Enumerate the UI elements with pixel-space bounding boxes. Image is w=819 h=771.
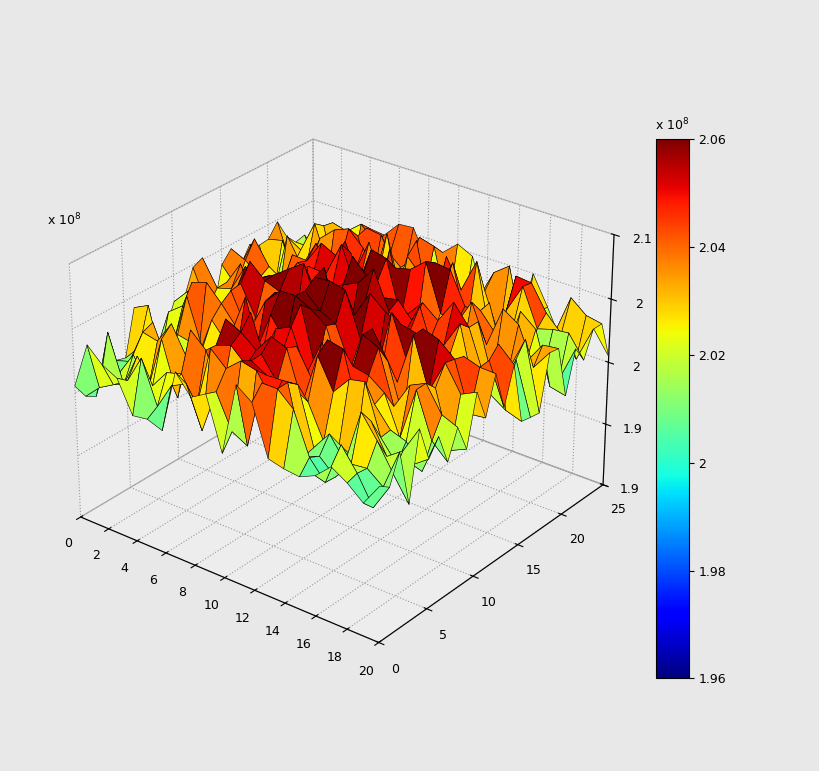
Title: x 10$^8$: x 10$^8$ <box>654 117 689 133</box>
Text: x 10$^8$: x 10$^8$ <box>47 212 81 228</box>
